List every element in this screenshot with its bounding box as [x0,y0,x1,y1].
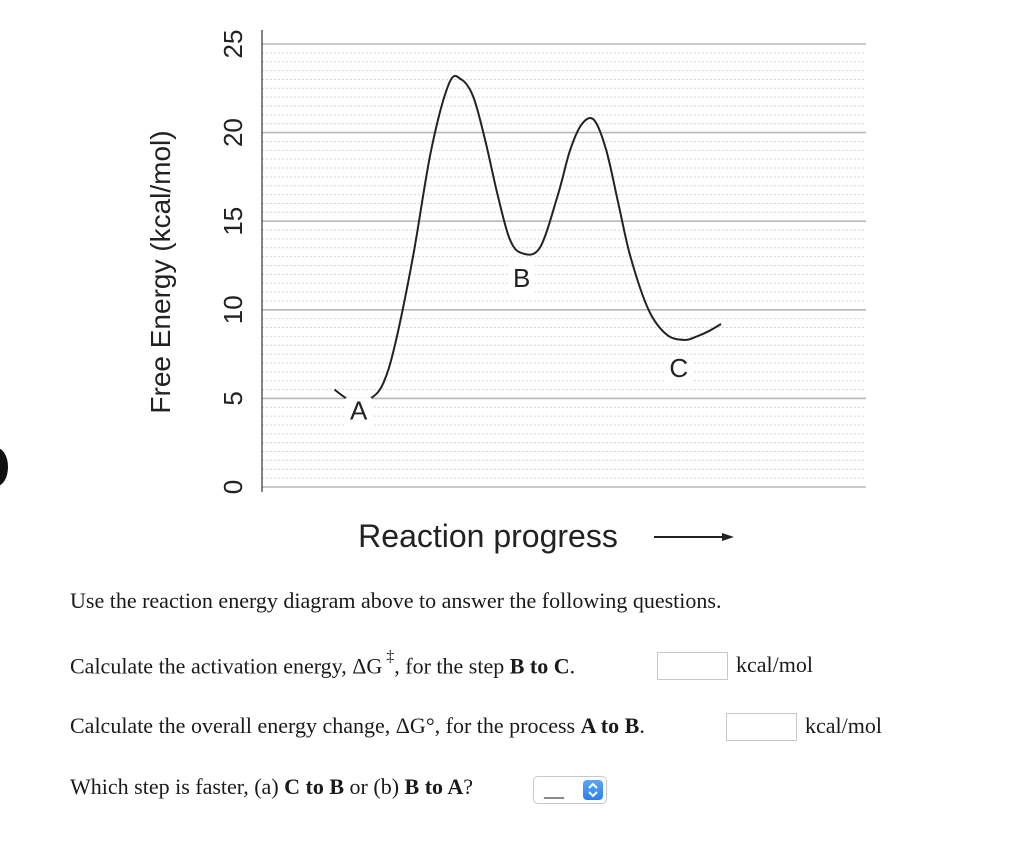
q2-text-before: Calculate the overall energy change, ΔG°… [70,713,581,738]
energy-change-input[interactable] [726,713,797,741]
y-tick-label: 15 [218,207,248,236]
double-dagger-symbol: ‡ [386,648,395,665]
select-updown-icon [583,780,603,800]
question-3: Which step is faster, (a) C to B or (b) … [70,774,473,800]
activation-energy-input[interactable] [657,652,728,680]
question-2: Calculate the overall energy change, ΔG°… [70,713,645,739]
y-tick-label: 0 [218,480,248,494]
x-axis-arrow [654,533,734,541]
select-value: __ [544,779,564,801]
faster-step-select[interactable]: __ [533,776,607,804]
q1-unit-label: kcal/mol [736,652,813,677]
question-1: Calculate the activation energy, ΔG ‡, fo… [70,648,576,679]
instructions-text: Use the reaction energy diagram above to… [70,588,722,613]
page-edge-marker [0,448,8,486]
q3-option-b-bold: B to A [404,774,464,799]
q1-text-before: Calculate the activation energy, ΔG [70,653,383,679]
y-tick-label: 20 [218,118,248,147]
x-axis-label: Reaction progress [358,518,618,554]
q1-text-after: . [569,653,576,679]
y-tick-label: 5 [218,391,248,405]
q3-text-middle: or (b) [344,774,405,799]
energy-curve [333,74,722,403]
point-labels: A B C [345,263,692,426]
point-label-bg [508,264,535,293]
y-tick-label: 10 [218,295,248,324]
q3-option-a-bold: C to B [284,774,345,799]
y-tick-label: 25 [218,30,248,59]
y-axis-label: Free Energy (kcal/mol) [145,130,176,413]
point-label-b: B [513,263,530,293]
point-label-bg [665,355,692,384]
q2-process-bold: A to B [580,713,640,738]
point-label-c: C [669,353,688,383]
chart-grid [262,43,866,488]
q2-text-after: . [639,713,645,738]
point-label-a: A [350,396,368,426]
energy-diagram-chart: 0 5 10 15 20 25 A B C Free Energy (kcal/mol) Re… [145,30,866,554]
q1-text-middle: , for the step [394,653,510,679]
q3-text-before: Which step is faster, (a) [70,774,285,799]
y-tick-labels: 0 5 10 15 20 25 [218,30,248,495]
q1-step-bold: B to C [509,653,570,679]
point-label-bg [345,397,372,426]
q2-unit-label: kcal/mol [805,713,882,738]
q3-text-after: ? [463,774,473,799]
